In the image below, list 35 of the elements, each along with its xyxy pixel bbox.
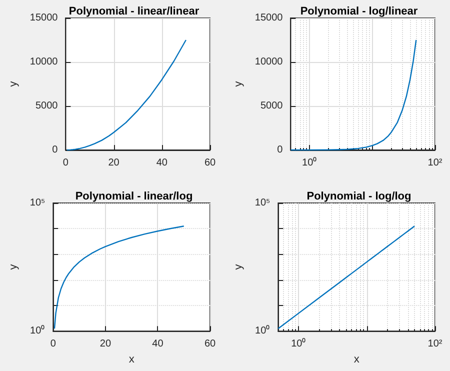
- chart-title: Polynomial - log/log: [306, 190, 412, 202]
- x-tick-label: 20: [108, 158, 120, 168]
- y-axis-title: y: [232, 264, 244, 270]
- y-tick-label: 10000: [254, 56, 284, 68]
- x-tick-label: 40: [152, 338, 164, 350]
- chart-title: Polynomial - log/linear: [300, 6, 418, 18]
- x-tick-label: 10²: [428, 158, 443, 168]
- y-axis-title: y: [232, 80, 244, 87]
- x-axis-title: x: [354, 354, 360, 366]
- y-tick-label: 10⁵: [254, 198, 270, 208]
- y-axis-title: y: [8, 264, 20, 270]
- y-tick-label: 10⁰: [255, 324, 270, 337]
- chart-title: Polynomial - linear/log: [75, 190, 193, 202]
- y-tick-label: 15000: [30, 12, 58, 24]
- y-tick-label: 15000: [254, 12, 284, 24]
- x-tick-label: 60: [204, 158, 216, 168]
- y-tick-label: 0: [52, 144, 58, 156]
- x-tick-label: 0: [62, 158, 69, 168]
- y-tick-label: 0: [277, 144, 284, 156]
- y-tick-label: 10000: [30, 56, 58, 68]
- y-tick-label: 10⁰: [30, 324, 46, 337]
- y-tick-label: 5000: [260, 100, 284, 112]
- chart-title: Polynomial - linear/linear: [68, 6, 200, 18]
- x-tick-label: 60: [204, 338, 216, 350]
- y-axis-title: y: [8, 80, 20, 87]
- x-tick-label: 10⁰: [291, 338, 306, 350]
- y-tick-label: 10⁵: [30, 198, 46, 208]
- x-tick-label: 10²: [428, 338, 443, 350]
- y-tick-label: 5000: [35, 100, 58, 112]
- x-tick-label: 10⁰: [302, 156, 318, 168]
- x-tick-label: 20: [100, 338, 112, 350]
- line-series: [66, 39, 187, 151]
- x-axis-title: x: [128, 354, 135, 366]
- x-tick-label: 40: [156, 158, 168, 168]
- line-series: [54, 226, 184, 330]
